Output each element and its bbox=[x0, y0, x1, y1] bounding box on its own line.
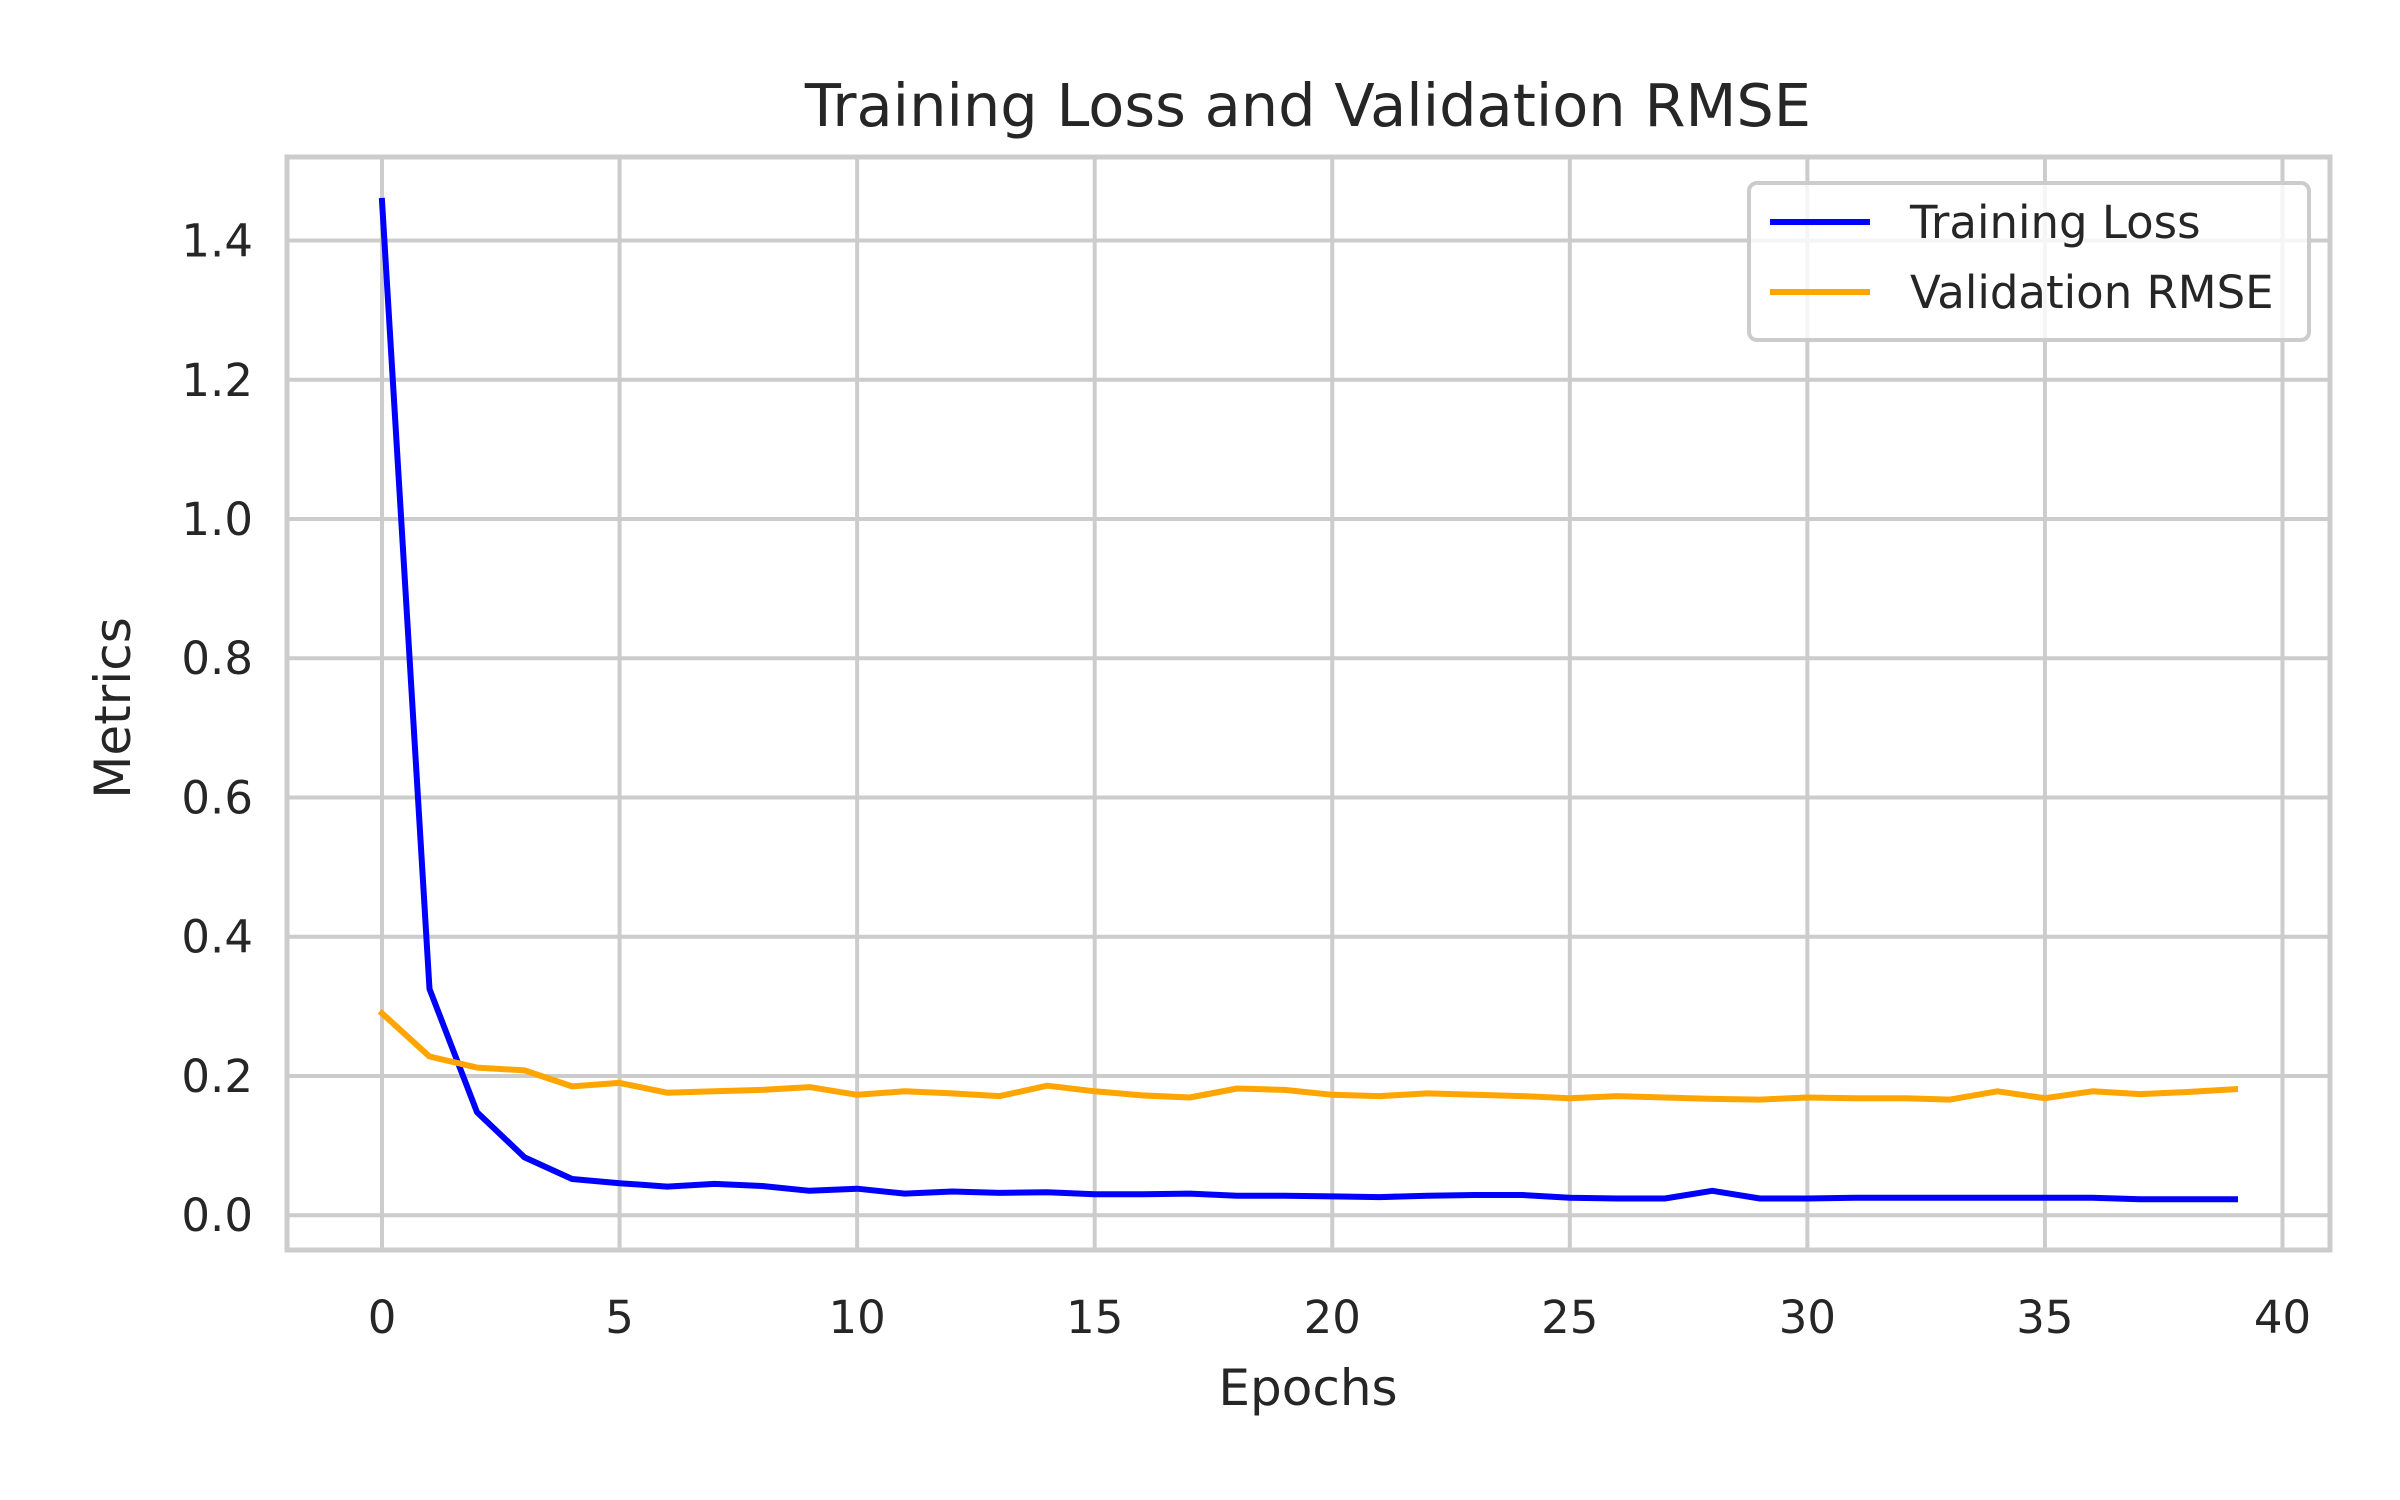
y-tick-labels: 0.0 0.2 0.4 0.6 0.8 1.0 1.2 1.4 bbox=[181, 215, 253, 1243]
training-loss-legend-label: Training Loss bbox=[1909, 196, 2201, 249]
x-tick-label: 15 bbox=[1066, 1291, 1123, 1344]
x-tick-label: 30 bbox=[1779, 1291, 1836, 1344]
x-tick-label: 40 bbox=[2254, 1291, 2311, 1344]
x-tick-label: 5 bbox=[605, 1291, 634, 1344]
x-tick-label: 0 bbox=[368, 1291, 397, 1344]
chart-title: Training Loss and Validation RMSE bbox=[804, 71, 1811, 140]
x-tick-label: 10 bbox=[829, 1291, 886, 1344]
legend-box bbox=[1747, 181, 2311, 342]
x-tick-label: 35 bbox=[2016, 1291, 2073, 1344]
validation-rmse-line bbox=[377, 1009, 2239, 1103]
legend-entries: Training Loss Validation RMSE bbox=[1770, 196, 2274, 319]
y-axis-label: Metrics bbox=[84, 617, 142, 799]
x-axis-label: Epochs bbox=[1218, 1359, 1397, 1417]
y-tick-label: 1.0 bbox=[181, 493, 253, 546]
y-tick-label: 1.2 bbox=[181, 354, 253, 407]
y-tick-label: 0.4 bbox=[181, 911, 253, 964]
x-tick-label: 20 bbox=[1304, 1291, 1361, 1344]
x-tick-labels: 0 5 10 15 20 25 30 35 40 bbox=[368, 1291, 2311, 1344]
x-tick-label: 25 bbox=[1541, 1291, 1598, 1344]
y-tick-label: 0.0 bbox=[181, 1189, 253, 1242]
y-tick-label: 1.4 bbox=[181, 215, 253, 268]
training-loss-line bbox=[378, 197, 2238, 1203]
y-tick-label: 0.2 bbox=[181, 1050, 253, 1103]
plot-frame bbox=[284, 154, 2333, 1253]
validation-rmse-legend-label: Validation RMSE bbox=[1910, 266, 2274, 319]
legend: Training Loss Validation RMSE bbox=[1747, 181, 2311, 342]
y-tick-label: 0.8 bbox=[181, 632, 253, 685]
y-tick-label: 0.6 bbox=[181, 771, 253, 824]
series-lines bbox=[377, 197, 2239, 1203]
